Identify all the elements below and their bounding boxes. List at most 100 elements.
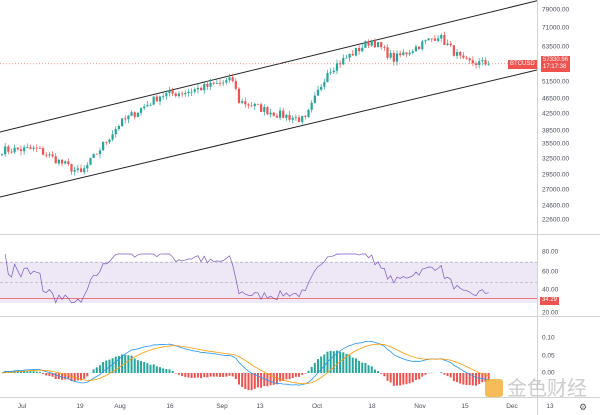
macd-histogram-bar bbox=[45, 373, 48, 376]
macd-histogram-bar bbox=[456, 373, 459, 383]
macd-histogram-bar bbox=[190, 373, 193, 378]
candle-body bbox=[98, 150, 102, 155]
candle-body bbox=[48, 154, 51, 156]
candle-body bbox=[158, 96, 162, 102]
macd-histogram-bar bbox=[162, 368, 165, 373]
macd-histogram-bar bbox=[272, 373, 275, 385]
macd-histogram-bar bbox=[177, 373, 180, 375]
macd-histogram-bar bbox=[373, 369, 376, 373]
macd-histogram-bar bbox=[377, 371, 380, 373]
candle-body bbox=[455, 52, 459, 56]
macd-histogram-bar bbox=[307, 370, 310, 373]
candle-body bbox=[127, 115, 130, 120]
candle-body bbox=[139, 108, 143, 113]
last-price-value: 57330.96 bbox=[543, 57, 569, 63]
macd-histogram-bar bbox=[392, 373, 395, 386]
time-tick-label: Dec bbox=[506, 403, 518, 410]
candle-body bbox=[136, 112, 139, 117]
time-tick-label: Sep bbox=[216, 403, 228, 410]
candle-body bbox=[209, 82, 212, 87]
signal-line bbox=[1, 343, 489, 385]
macd-histogram-bar bbox=[424, 373, 427, 375]
candle-body bbox=[35, 147, 38, 149]
candle-body bbox=[342, 57, 345, 65]
candle-body bbox=[124, 118, 127, 120]
macd-histogram-bar bbox=[121, 354, 124, 373]
candle-body bbox=[130, 112, 133, 116]
macd-histogram-bar bbox=[98, 365, 101, 373]
price-tick-label: 38500.00 bbox=[542, 127, 570, 135]
macd-histogram-bar bbox=[136, 360, 139, 373]
candle-body bbox=[108, 139, 111, 143]
candle-body bbox=[256, 103, 260, 105]
time-tick-label: 13 bbox=[546, 403, 554, 410]
macd-histogram-bar bbox=[275, 373, 278, 385]
macd-histogram-bar bbox=[114, 356, 117, 373]
macd-histogram-bar bbox=[320, 356, 323, 373]
price-tick-label: 51500.00 bbox=[542, 78, 570, 86]
macd-histogram-bar bbox=[288, 373, 291, 380]
chart-canvas[interactable] bbox=[0, 0, 537, 415]
settings-gear-icon[interactable]: ⚙ bbox=[579, 402, 588, 412]
candle-body bbox=[291, 117, 294, 120]
macd-histogram-bar bbox=[367, 365, 370, 373]
candle-body bbox=[411, 51, 414, 53]
macd-histogram-bar bbox=[386, 373, 389, 381]
time-tick-label: Nov bbox=[414, 403, 426, 410]
candle-body bbox=[234, 81, 237, 89]
candle-body bbox=[228, 77, 231, 81]
candle-body bbox=[79, 168, 83, 173]
macd-histogram-bar bbox=[443, 373, 446, 375]
price-tick-label: 29500.00 bbox=[542, 171, 570, 179]
macd-histogram-bar bbox=[48, 373, 51, 377]
rsi-tick-label: 20.00 bbox=[542, 309, 559, 317]
macd-histogram-bar bbox=[117, 355, 120, 373]
macd-histogram-bar bbox=[184, 373, 187, 377]
candle-body bbox=[370, 40, 373, 46]
macd-histogram-bar bbox=[26, 370, 29, 373]
candle-body bbox=[73, 170, 76, 172]
macd-histogram-bar bbox=[155, 366, 158, 373]
macd-tick-label: 0.10 bbox=[542, 334, 555, 342]
candle-body bbox=[471, 60, 474, 64]
candle-body bbox=[351, 53, 354, 56]
candle-body bbox=[29, 147, 32, 149]
price-tick-label: 63500.00 bbox=[542, 43, 570, 51]
candle-body bbox=[241, 101, 244, 103]
macd-histogram-bar bbox=[465, 373, 468, 385]
candle-body bbox=[405, 52, 408, 55]
macd-histogram-bar bbox=[358, 360, 361, 373]
pane-divider[interactable] bbox=[0, 316, 600, 317]
macd-histogram-bar bbox=[263, 373, 266, 387]
pane-divider[interactable] bbox=[0, 234, 600, 235]
time-tick-label: 19 bbox=[76, 403, 84, 410]
candle-body bbox=[155, 96, 158, 102]
candle-body bbox=[165, 93, 168, 97]
candle-body bbox=[373, 40, 376, 48]
macd-histogram-bar bbox=[146, 363, 149, 373]
candle-body bbox=[7, 146, 10, 152]
candle-body bbox=[433, 38, 437, 41]
macd-histogram-bar bbox=[487, 373, 490, 381]
candle-body bbox=[357, 47, 361, 52]
macd-histogram-bar bbox=[70, 373, 73, 382]
rsi-tick-label: 40.00 bbox=[542, 286, 559, 294]
macd-histogram-bar bbox=[203, 373, 206, 378]
macd-histogram-bar bbox=[193, 373, 196, 378]
macd-histogram-bar bbox=[260, 373, 263, 388]
price-axis[interactable] bbox=[537, 0, 600, 415]
macd-histogram-bar bbox=[402, 373, 405, 385]
candle-body bbox=[237, 88, 241, 103]
macd-histogram-bar bbox=[219, 373, 222, 377]
candle-body bbox=[266, 107, 269, 115]
candle-body bbox=[326, 72, 329, 83]
price-tick-label: 24600.00 bbox=[542, 202, 570, 210]
bar-countdown: 17:17:38 bbox=[543, 64, 567, 70]
candle-body bbox=[307, 109, 310, 117]
candle-body bbox=[111, 134, 114, 140]
rsi-line bbox=[4, 253, 489, 304]
macd-histogram-bar bbox=[23, 370, 26, 373]
macd-histogram-bar bbox=[152, 364, 155, 373]
candle-body bbox=[70, 164, 73, 172]
